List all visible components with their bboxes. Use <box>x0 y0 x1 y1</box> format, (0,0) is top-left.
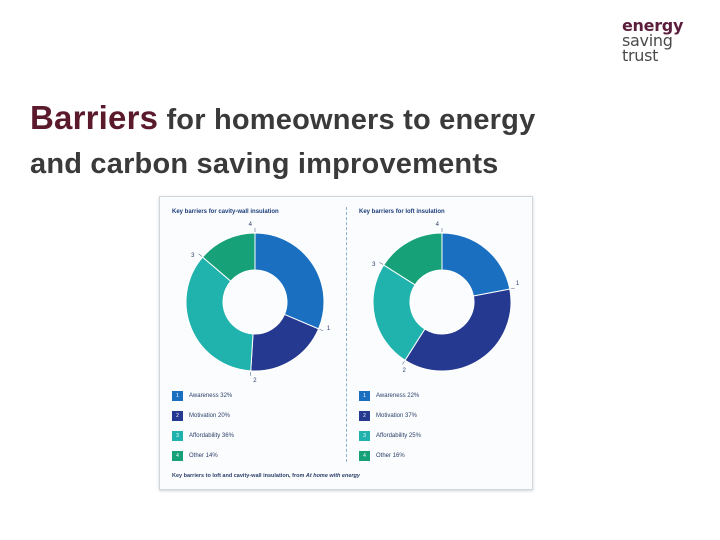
loft-donut-hole <box>410 270 474 334</box>
legend-swatch-motivation: 2 <box>359 411 370 421</box>
loft-slice-other <box>383 232 443 286</box>
legend-label: Motivation 20% <box>189 413 231 419</box>
legend-swatch-other: 4 <box>359 451 370 461</box>
caption-prefix: Key barriers to loft and cavity-wall ins… <box>172 473 306 479</box>
title-line-2: and carbon saving improvements <box>30 148 499 180</box>
logo-line-3: trust <box>622 46 659 66</box>
cavity-slice-label-awareness: 1 <box>327 326 331 332</box>
legend-label: Awareness 32% <box>189 393 233 399</box>
legend-item: 2 Motivation 37% <box>359 406 421 426</box>
cavity-slice-other <box>201 232 256 282</box>
caption-source: At home with energy <box>305 473 360 479</box>
logo-line-2: saving <box>622 31 673 51</box>
legend-item: 4 Other 14% <box>172 446 234 466</box>
slide-title: Barriers for homeowners to energy and ca… <box>30 96 690 186</box>
legend-item: 3 Affordability 36% <box>172 426 234 446</box>
legend-label: Other 16% <box>376 453 405 459</box>
legend-item: 1 Awareness 32% <box>172 386 234 406</box>
cavity-slice-tick-awareness <box>319 329 324 332</box>
cavity-slice-label-other: 4 <box>249 222 253 228</box>
legend-swatch-motivation: 2 <box>172 411 183 421</box>
legend-item: 1 Awareness 22% <box>359 386 421 406</box>
loft-slice-label-motivation: 2 <box>403 368 407 374</box>
title-rest-line-1: for homeowners to energy <box>158 104 536 136</box>
loft-slice-tick-affordability <box>379 262 384 265</box>
legend-label: Affordability 25% <box>376 433 421 439</box>
title-first-word: Barriers <box>30 99 159 136</box>
loft-slice-tick-motivation <box>402 360 405 365</box>
loft-chart-title: Key barriers for loft insulation <box>359 209 445 215</box>
cavity-slice-label-motivation: 2 <box>253 378 257 384</box>
loft-legend: 1 Awareness 22% 2 Motivation 37% 3 Affordab… <box>359 386 421 466</box>
cavity-slice-awareness <box>254 232 325 330</box>
cavity-donut-hole <box>223 270 287 334</box>
loft-slice-motivation <box>404 288 512 372</box>
legend-label: Motivation 37% <box>376 413 418 419</box>
legend-item: 2 Motivation 20% <box>172 406 234 426</box>
legend-swatch-awareness: 1 <box>172 391 183 401</box>
figure-caption: Key barriers to loft and cavity-wall ins… <box>172 473 360 479</box>
legend-swatch-affordability: 3 <box>172 431 183 441</box>
legend-swatch-awareness: 1 <box>359 391 370 401</box>
loft-slice-label-affordability: 3 <box>372 262 376 268</box>
panel-divider <box>346 207 347 462</box>
loft-slice-label-other: 4 <box>436 222 440 228</box>
legend-item: 3 Affordability 25% <box>359 426 421 446</box>
cavity-wall-chart-title: Key barriers for cavity-wall insulation <box>172 209 279 215</box>
legend-label: Awareness 22% <box>376 393 420 399</box>
donut-chart-figure: 1 2 3 4 1 2 3 4 Key barriers for cavity-wall in… <box>159 196 533 490</box>
legend-label: Affordability 36% <box>189 433 234 439</box>
logo-line-1: energy <box>622 16 684 35</box>
legend-swatch-other: 4 <box>172 451 183 461</box>
loft-slice-affordability <box>372 264 426 361</box>
cavity-wall-legend: 1 Awareness 32% 2 Motivation 20% 3 Affordab… <box>172 386 234 466</box>
legend-label: Other 14% <box>189 453 218 459</box>
legend-swatch-affordability: 3 <box>359 431 370 441</box>
energy-saving-trust-logo: energy saving trust <box>622 16 702 66</box>
loft-slice-tick-awareness <box>510 287 515 290</box>
legend-item: 4 Other 16% <box>359 446 421 466</box>
cavity-slice-label-affordability: 3 <box>191 253 195 259</box>
donut-charts-svg: 1 2 3 4 1 2 3 4 <box>185 222 520 384</box>
loft-slice-label-awareness: 1 <box>516 281 520 287</box>
title-line-1: Barriers for homeowners to energy <box>30 96 690 142</box>
cavity-slice-affordability <box>185 256 254 372</box>
cavity-slice-tick-affordability <box>198 253 203 257</box>
